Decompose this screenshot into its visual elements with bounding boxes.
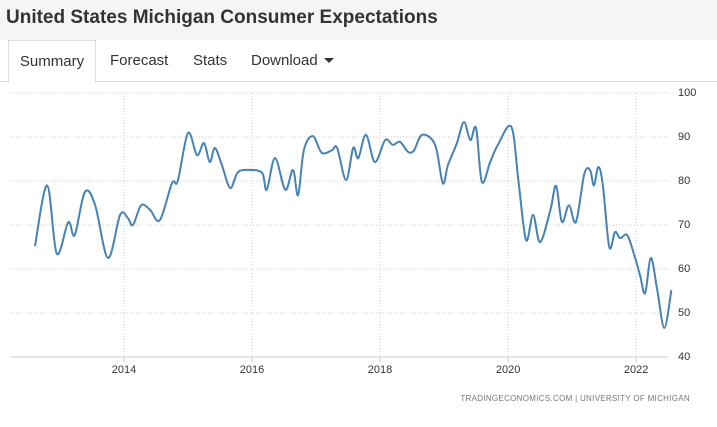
tab-bar: Summary Forecast Stats Download xyxy=(0,40,717,83)
x-tick-label: 2014 xyxy=(112,364,136,376)
tab[interactable]: Download xyxy=(251,40,334,81)
tab[interactable]: Forecast xyxy=(110,52,169,69)
tab-label[interactable]: Download xyxy=(251,52,318,69)
y-tick-label: 50 xyxy=(678,307,690,319)
x-tick-label: 2018 xyxy=(368,364,392,376)
line-series xyxy=(33,121,673,329)
y-tick-label: 70 xyxy=(678,219,690,231)
tab[interactable]: Summary xyxy=(8,40,96,83)
page-title: United States Michigan Consumer Expectat… xyxy=(6,7,438,28)
chart: 40 50 60 70 80 90 100 2014 2016 2018 2020 2022 TRADI… xyxy=(10,87,696,403)
y-tick-label: 40 xyxy=(678,351,690,363)
y-tick-label: 90 xyxy=(678,131,690,143)
tab[interactable]: Stats xyxy=(193,52,228,69)
x-tick-label: 2016 xyxy=(240,364,264,376)
y-tick-label: 80 xyxy=(678,175,690,187)
source-note: TRADINGECONOMICS.COM | UNIVERSITY OF MIC… xyxy=(460,394,690,403)
header: United States Michigan Consumer Expectat… xyxy=(0,0,717,40)
x-tick-label: 2022 xyxy=(624,364,648,376)
x-tick-label: 2020 xyxy=(496,364,520,376)
y-tick-label: 60 xyxy=(678,263,690,275)
caret xyxy=(323,58,334,64)
y-tick-label: 100 xyxy=(678,87,696,99)
